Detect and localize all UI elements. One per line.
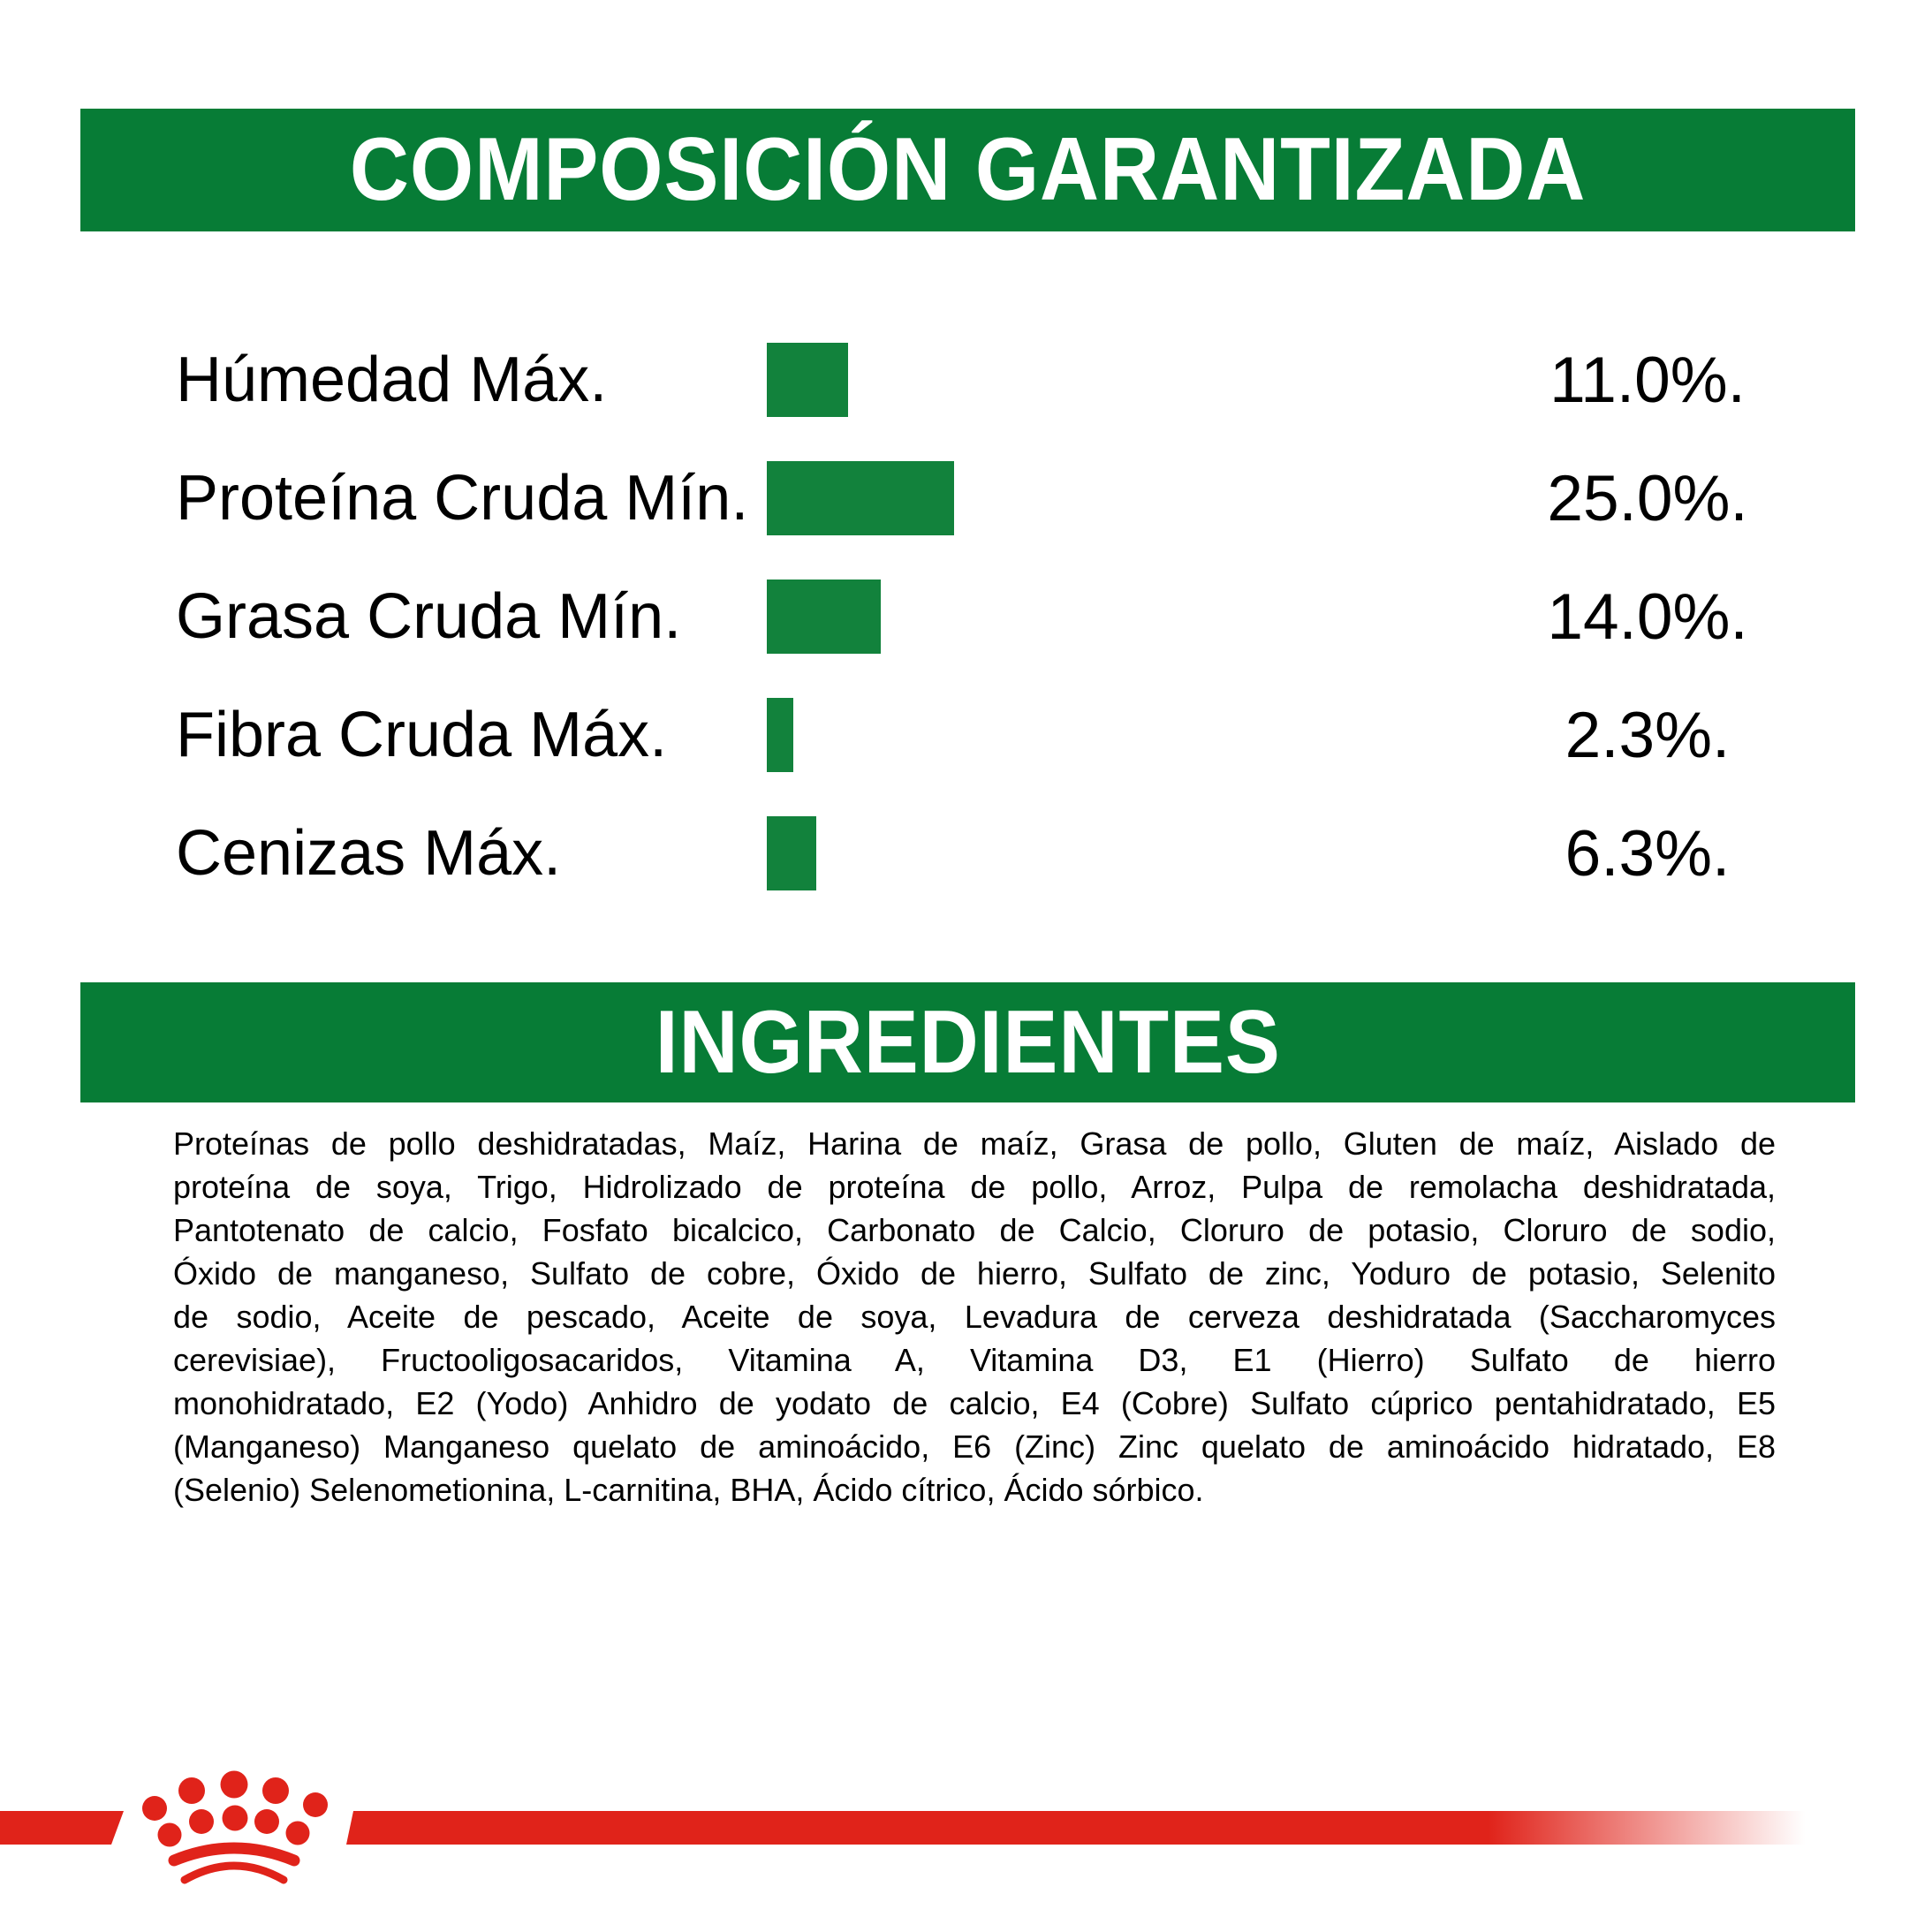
composition-row-cenizas: Cenizas Máx. 6.3%. — [0, 794, 1932, 913]
row-label: Fibra Cruda Máx. — [176, 700, 668, 770]
ingredients-line: monohidratado, E2 (Yodo) Anhidro de yoda… — [173, 1385, 1776, 1421]
ingredients-line: cerevisiae), Fructooligosacaridos, Vitam… — [173, 1342, 1776, 1378]
ingredients-line: proteína de soya, Trigo, Hidrolizado de … — [173, 1169, 1776, 1205]
row-label: Grasa Cruda Mín. — [176, 581, 682, 652]
composition-row-fibra: Fibra Cruda Máx. 2.3%. — [0, 676, 1932, 794]
ingredients-banner-title: INGREDIENTES — [655, 992, 1281, 1092]
row-label: Proteína Cruda Mín. — [176, 463, 749, 534]
royal-canin-crown-logo-icon — [142, 1770, 328, 1884]
row-value: 6.3%. — [1565, 817, 1731, 890]
red-stripe-right-gradient — [346, 1811, 1932, 1845]
row-label: Cenizas Máx. — [176, 818, 562, 889]
bar-zone — [767, 343, 1497, 417]
row-value: 2.3%. — [1565, 699, 1731, 771]
value-bar — [767, 698, 793, 772]
row-value: 25.0%. — [1547, 462, 1748, 534]
ingredients-line: de sodio, Aceite de pescado, Aceite de s… — [173, 1299, 1776, 1335]
value-bar — [767, 816, 816, 890]
row-label: Húmedad Máx. — [176, 345, 608, 415]
bar-zone — [767, 461, 1497, 535]
row-value: 11.0%. — [1549, 344, 1746, 416]
composition-banner-title: COMPOSICIÓN GARANTIZADA — [349, 120, 1587, 219]
composition-row-proteina: Proteína Cruda Mín. 25.0%. — [0, 439, 1932, 557]
ingredients-line: (Manganeso) Manganeso quelato de aminoác… — [173, 1428, 1776, 1465]
ingredients-paragraph: Proteínas de pollo deshidratadas, Maíz, … — [173, 1122, 1776, 1512]
value-bar — [767, 461, 954, 535]
ingredients-line: (Selenio) Selenometionina, L-carnitina, … — [173, 1472, 1204, 1508]
ingredients-line: Óxido de manganeso, Sulfato de cobre, Óx… — [173, 1255, 1776, 1292]
ingredients-line: Proteínas de pollo deshidratadas, Maíz, … — [173, 1125, 1776, 1162]
bar-zone — [767, 816, 1497, 890]
composition-banner: COMPOSICIÓN GARANTIZADA — [80, 109, 1855, 231]
composition-row-humedad: Húmedad Máx. 11.0%. — [0, 321, 1932, 439]
ingredients-banner: INGREDIENTES — [80, 982, 1855, 1102]
bar-zone — [767, 580, 1497, 654]
red-stripe-left — [0, 1811, 124, 1845]
ingredients-line: Pantotenato de calcio, Fosfato bicalcico… — [173, 1212, 1776, 1248]
bar-zone — [767, 698, 1497, 772]
composition-chart: Húmedad Máx. 11.0%. Proteína Cruda Mín. … — [0, 321, 1932, 913]
row-value: 14.0%. — [1547, 580, 1748, 653]
value-bar — [767, 580, 881, 654]
composition-row-grasa: Grasa Cruda Mín. 14.0%. — [0, 557, 1932, 676]
value-bar — [767, 343, 848, 417]
